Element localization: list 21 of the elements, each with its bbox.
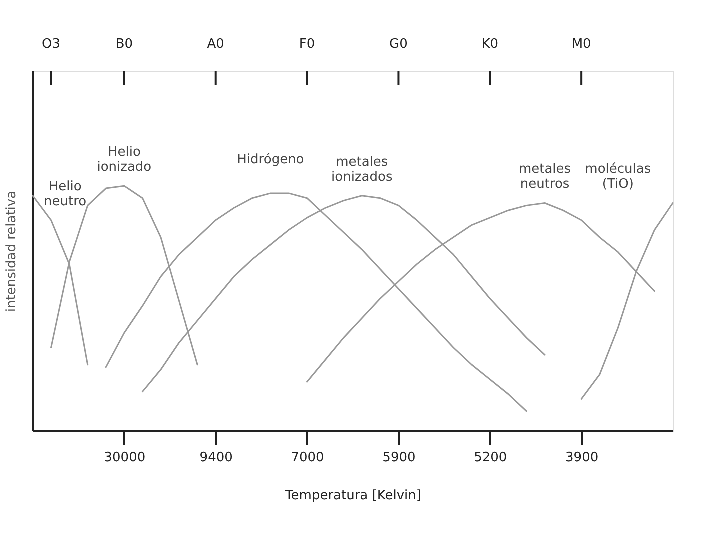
x-axis-title: Temperatura [Kelvin]: [284, 488, 422, 504]
series-label: Helio neutro: [44, 179, 87, 210]
text: G0: [390, 37, 408, 52]
text: B0: [116, 37, 134, 52]
x-tick-label: 7000: [291, 450, 324, 466]
text: Hidrógeno: [237, 152, 304, 168]
x-tick-label: 3900: [566, 450, 599, 466]
x-tick-label: 30000: [104, 450, 146, 466]
text: O3: [42, 37, 61, 52]
x-tick-label: 9400: [200, 450, 233, 466]
text: M0: [572, 37, 592, 52]
series-label: moléculas (TiO): [585, 162, 652, 192]
text: A0: [207, 37, 224, 52]
series-label: metales neutros: [518, 162, 572, 192]
text: F0: [299, 37, 316, 52]
x-tick-label: 5200: [474, 450, 508, 466]
x-tick-label: 5900: [382, 450, 416, 466]
text: K0: [482, 37, 499, 52]
y-axis-title: intensidad relativa: [4, 190, 20, 312]
series-label: Helio ionizado: [97, 145, 152, 176]
series-label: metales ionizados: [332, 154, 393, 185]
